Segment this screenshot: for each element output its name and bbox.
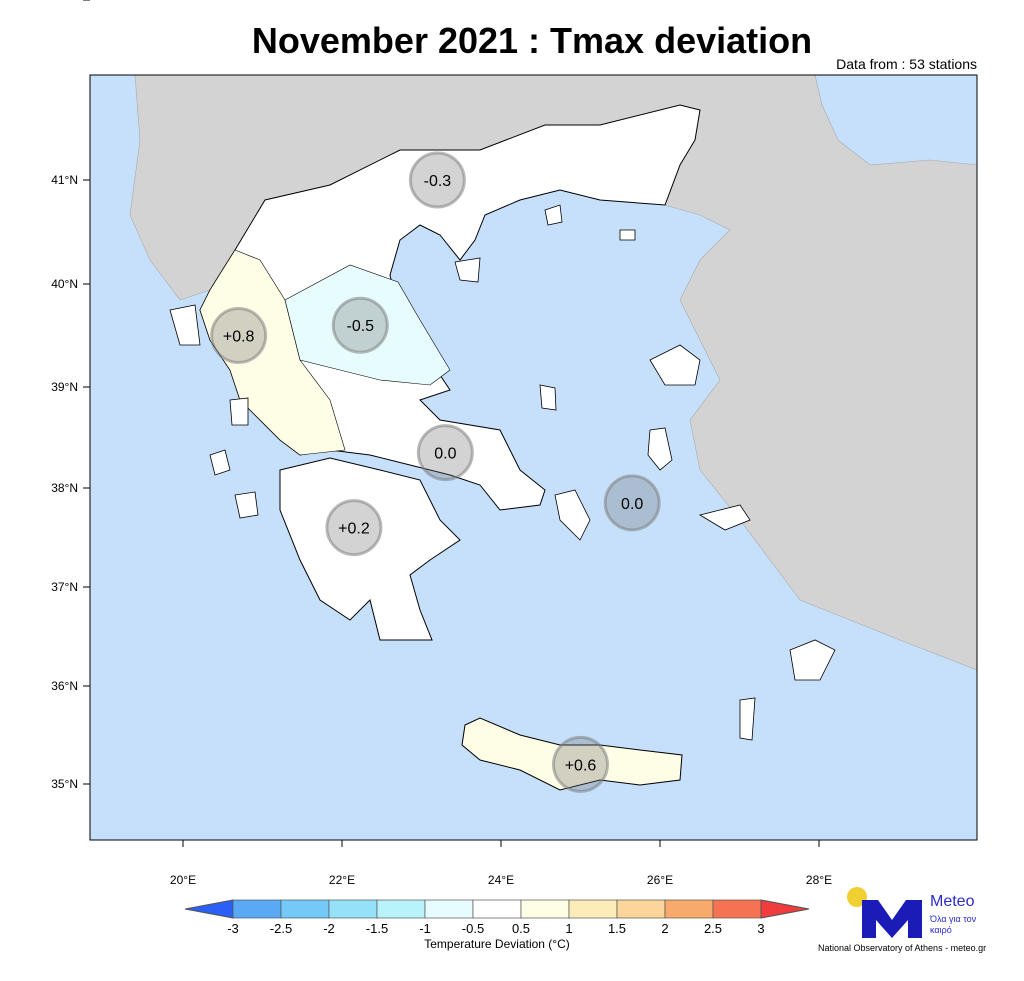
region-value-marker[interactable]: -0.3	[408, 151, 466, 209]
region-value-label: 0.0	[621, 496, 643, 513]
crete	[461, 717, 683, 791]
region-value-marker[interactable]: +0.6	[552, 735, 609, 793]
colorbar-label: 2	[661, 921, 668, 936]
lat-tick-label: 38°N	[51, 481, 78, 495]
colorbar-segment	[280, 899, 330, 919]
logo-m-icon	[862, 900, 922, 938]
colorbar-label: -1	[419, 921, 431, 936]
colorbar-segment	[520, 899, 570, 919]
lat-tick-label: 35°N	[51, 777, 78, 791]
credit: National Observatory of Athens - meteo.g…	[818, 943, 987, 953]
colorbar-segment	[232, 899, 282, 919]
lat-tick-label: 40°N	[51, 277, 78, 291]
region-value-marker[interactable]: +0.8	[210, 307, 268, 364]
colorbar-label: -1.5	[366, 921, 388, 936]
colorbar-segment	[376, 899, 426, 919]
colorbar-label: -2	[323, 921, 335, 936]
lon-tick-label: 20°E	[170, 873, 196, 887]
colorbar-segment	[568, 899, 618, 919]
colorbar-label: -3	[227, 921, 239, 936]
region-thessaly	[284, 264, 451, 386]
region-value-marker[interactable]: +0.2	[325, 499, 383, 557]
station-count: Data from : 53 stations	[836, 56, 977, 72]
region-value-marker[interactable]: 0.0	[416, 424, 474, 482]
colorbar-label: -0.5	[462, 921, 484, 936]
colorbar-segment	[328, 899, 378, 919]
region-value-label: -0.5	[346, 318, 374, 335]
logo-name: Meteo	[930, 893, 975, 910]
lat-tick-label: 41°N	[51, 173, 78, 187]
lon-tick-label: 24°E	[488, 873, 514, 887]
colorbar-segment	[472, 899, 522, 919]
region-value-marker[interactable]: -0.5	[331, 296, 389, 354]
logo-tagline: Όλα για τον καιρό	[930, 914, 977, 935]
region-value-label: 0.0	[434, 446, 456, 463]
colorbar-label: 3	[757, 921, 764, 936]
colorbar-segment	[424, 899, 474, 919]
region-value-marker[interactable]: 0.0	[603, 474, 661, 532]
map-title: November 2021 : Tmax deviation	[251, 20, 813, 61]
lat-tick-label: 42°N	[51, 0, 78, 3]
colorbar-label: 1	[565, 921, 572, 936]
lon-tick-label: 26°E	[647, 873, 673, 887]
region-value-label: -0.3	[424, 173, 452, 190]
colorbar-segment	[616, 899, 666, 919]
region-value-label: +0.8	[223, 329, 255, 346]
lat-tick-label: 36°N	[51, 679, 78, 693]
lon-tick-label: 28°E	[806, 873, 832, 887]
region-value-label: +0.6	[565, 757, 597, 774]
colorbar-high-arrow	[760, 899, 810, 919]
colorbar-segment	[712, 899, 762, 919]
lat-tick-label: 37°N	[51, 580, 78, 594]
colorbar: -3 -2.5 -2 -1.5 -1 -0.5 0.5 1 1.5 2 2.5 3	[184, 899, 810, 936]
map-frame	[89, 74, 978, 841]
colorbar-segment	[664, 899, 714, 919]
colorbar-low-arrow	[184, 899, 234, 919]
lat-tick-label: 39°N	[51, 380, 78, 394]
colorbar-label: 0.5	[512, 921, 530, 936]
islands	[169, 204, 836, 741]
region-value-label: +0.2	[338, 521, 370, 538]
colorbar-title: Temperature Deviation (°C)	[424, 937, 570, 951]
colorbar-label: 2.5	[704, 921, 722, 936]
lon-tick-label: 22°E	[329, 873, 355, 887]
colorbar-label: 1.5	[608, 921, 626, 936]
colorbar-label: -2.5	[270, 921, 292, 936]
